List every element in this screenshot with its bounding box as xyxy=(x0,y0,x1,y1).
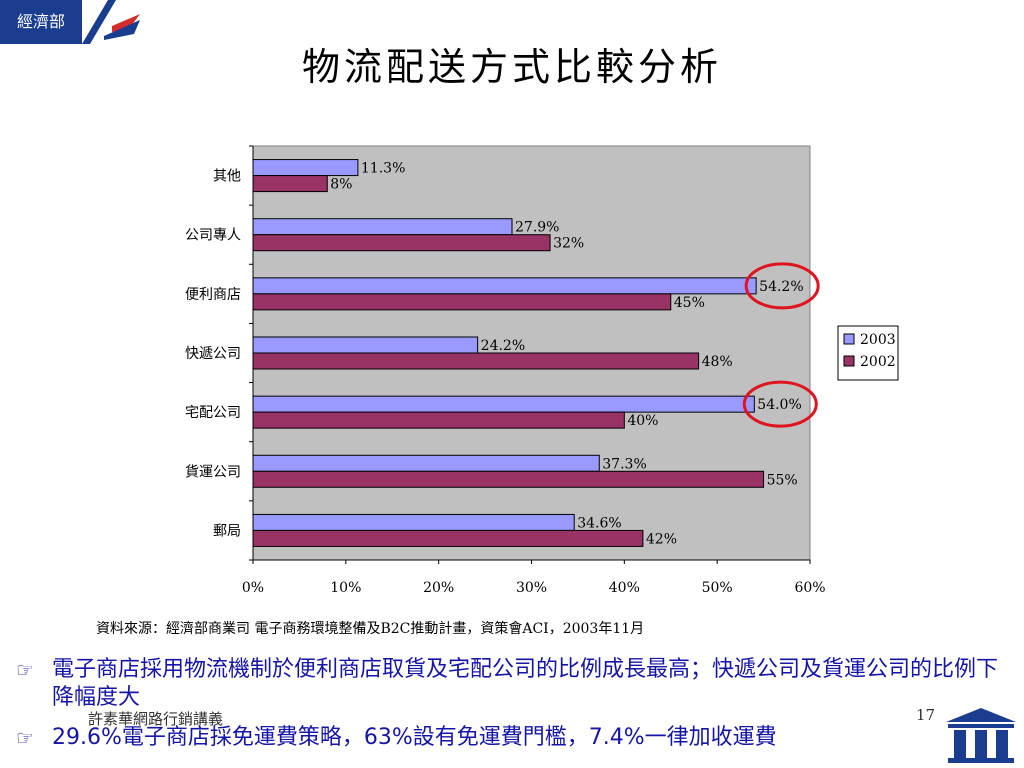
bar-2003 xyxy=(252,513,575,531)
x-tick-label: 40% xyxy=(609,580,640,596)
bar-2002 xyxy=(252,529,644,547)
legend-label: 2003 xyxy=(860,332,896,348)
pointing-hand-icon: ☞ xyxy=(16,726,34,750)
bar-2003 xyxy=(252,159,359,177)
bar-2003 xyxy=(252,218,513,236)
x-tick-label: 0% xyxy=(242,580,264,596)
x-tick-label: 30% xyxy=(516,580,547,596)
data-label: 27.9% xyxy=(515,220,559,236)
data-label: 42% xyxy=(646,531,677,547)
bullet-item: ☞ 29.6%電子商店採免運費策略，63%設有免運費門檻，7.4%一律加收運費 xyxy=(16,724,972,752)
category-label: 其他 xyxy=(213,169,241,185)
bullet-item: ☞ 電子商店採用物流機制於便利商店取貨及宅配公司的比例成長最高；快遞公司及貨運公… xyxy=(16,656,1002,712)
data-label: 34.6% xyxy=(577,515,621,531)
data-label: 48% xyxy=(702,354,733,370)
footer-author: 許素華網路行銷講義 xyxy=(88,710,224,728)
bar-2003 xyxy=(252,395,755,413)
x-tick-label: 60% xyxy=(794,580,825,596)
data-label: 40% xyxy=(627,413,658,429)
data-label: 54.0% xyxy=(757,397,801,413)
legend-swatch xyxy=(843,355,855,367)
pointing-hand-icon: ☞ xyxy=(16,658,34,682)
category-label: 宅配公司 xyxy=(185,405,241,421)
ministry-logo-icon xyxy=(82,0,140,44)
data-label: 55% xyxy=(767,472,798,488)
slide-title: 物流配送方式比較分析 xyxy=(301,45,722,89)
bullet-text: 電子商店採用物流機制於便利商店取貨及宅配公司的比例成長最高；快遞公司及貨運公司的… xyxy=(52,657,999,710)
category-label: 貨運公司 xyxy=(185,463,241,480)
bar-2003 xyxy=(252,454,600,472)
highlight-circle xyxy=(742,380,818,428)
bar-2002 xyxy=(252,352,700,370)
data-label: 8% xyxy=(330,177,352,193)
bar-2002 xyxy=(252,175,328,193)
category-label: 郵局 xyxy=(213,523,241,539)
x-tick-label: 10% xyxy=(330,580,361,596)
data-label: 45% xyxy=(674,295,705,311)
data-label: 24.2% xyxy=(481,338,525,354)
data-label: 54.2% xyxy=(759,279,803,295)
bar-2002 xyxy=(252,411,625,429)
ministry-badge: 經濟部 xyxy=(0,0,82,44)
category-label: 快遞公司 xyxy=(185,346,241,362)
data-label: 32% xyxy=(553,236,584,252)
bar-2002 xyxy=(252,293,672,311)
legend-swatch xyxy=(843,333,855,345)
source-note: 資料來源：經濟部商業司 電子商務環境整備及B2C推動計畫，資策會ACI，2003… xyxy=(96,621,645,637)
iii-logo-icon xyxy=(946,708,1016,763)
highlight-circle xyxy=(744,262,820,310)
category-label: 公司專人 xyxy=(185,228,241,244)
data-label: 37.3% xyxy=(602,456,646,472)
bar-2002 xyxy=(252,470,765,488)
category-label: 便利商店 xyxy=(185,287,241,303)
page-number: 17 xyxy=(916,706,936,724)
bar-2003 xyxy=(252,336,479,354)
data-label: 11.3% xyxy=(361,161,405,177)
x-tick-label: 50% xyxy=(702,580,733,596)
bar-chart: 0% 10% 20% 30% 40% 50% 60% 其他 11.3% 8% 公司專人 27.9%32… xyxy=(185,145,899,596)
legend-label: 2002 xyxy=(860,354,896,370)
bar-2002 xyxy=(252,234,551,252)
bullet-text: 29.6%電子商店採免運費策略，63%設有免運費門檻，7.4%一律加收運費 xyxy=(52,725,777,750)
bar-2003 xyxy=(252,277,757,295)
x-tick-label: 20% xyxy=(423,580,454,596)
